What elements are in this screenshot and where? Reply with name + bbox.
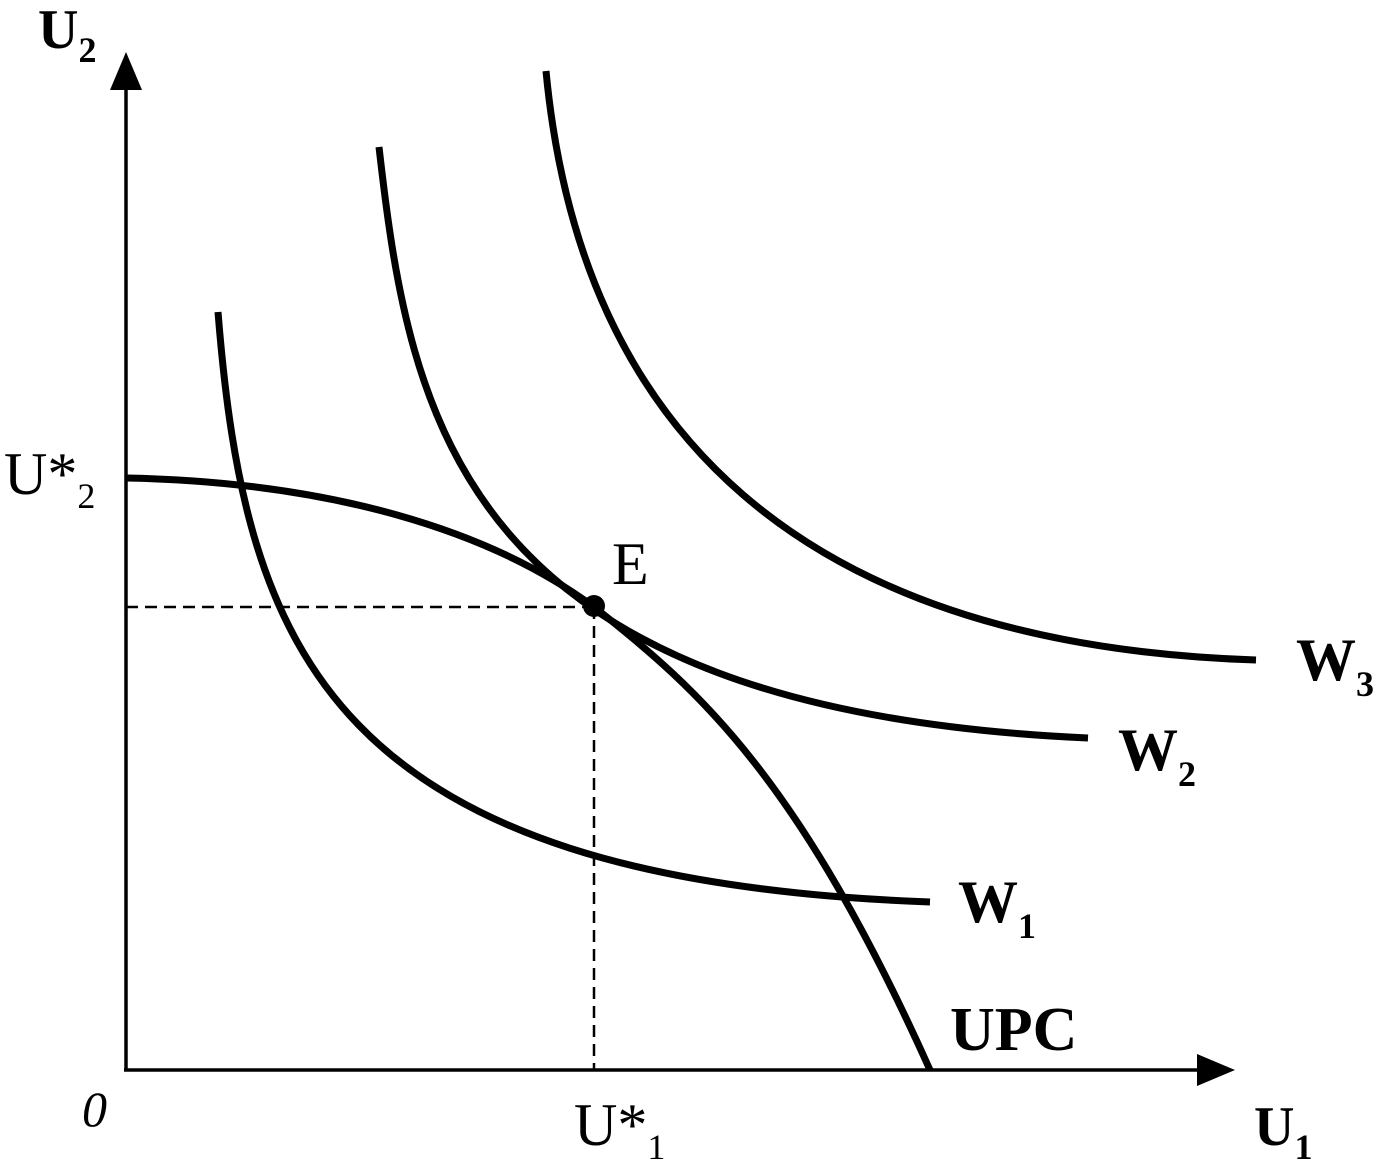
upc-label: UPC xyxy=(950,996,1077,1064)
w1-label: W1 xyxy=(958,869,1036,946)
x-axis-label: U1 xyxy=(1254,1096,1312,1163)
w3-curve xyxy=(542,70,1257,664)
point-e-label: E xyxy=(612,531,649,597)
x-star-label: U*1 xyxy=(574,1092,665,1163)
w1-label-sub: 1 xyxy=(1018,906,1036,946)
y-axis-label-sub: 2 xyxy=(78,30,96,70)
x-axis-label-sub: 1 xyxy=(1294,1127,1312,1163)
origin-label: 0 xyxy=(82,1081,107,1137)
y-star-label: U*2 xyxy=(4,441,95,516)
w3-label: W3 xyxy=(1296,627,1374,704)
w1-curve xyxy=(214,311,931,906)
y-axis-label: U2 xyxy=(38,0,96,70)
w2-label-sub: 2 xyxy=(1178,754,1196,794)
equilibrium-point-e xyxy=(583,595,605,617)
y-star-label-sub: 2 xyxy=(77,476,95,516)
w2-label: W2 xyxy=(1118,717,1196,794)
w2-curve xyxy=(375,146,1089,742)
x-axis-arrowhead xyxy=(1197,1054,1235,1086)
w3-label-sub: 3 xyxy=(1356,664,1374,704)
y-axis-arrowhead xyxy=(110,52,142,90)
x-star-label-sub: 1 xyxy=(647,1127,665,1163)
upc-curve xyxy=(125,474,934,1072)
